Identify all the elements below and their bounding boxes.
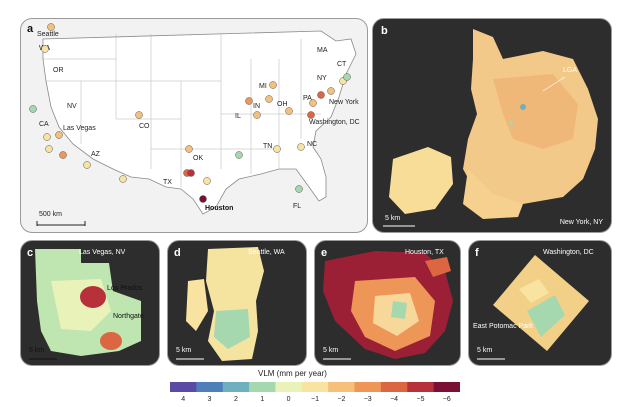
panel-c-las-vegas: c Las Vegas, NV Los Prados Northgate 5 k… bbox=[20, 240, 160, 366]
legend-swatch bbox=[407, 382, 435, 392]
legend-tick-label: −3 bbox=[363, 396, 372, 403]
scale-bar bbox=[477, 358, 505, 360]
houston-map-graphic bbox=[323, 251, 453, 359]
legend-tick-label: −5 bbox=[416, 396, 425, 403]
panel-f-label: f bbox=[475, 247, 479, 259]
legend-tick-label: −4 bbox=[390, 396, 399, 403]
state-label-il: IL bbox=[235, 113, 241, 120]
state-label-ct: CT bbox=[337, 61, 347, 68]
legend-swatch bbox=[380, 382, 408, 392]
state-label-az: AZ bbox=[91, 151, 100, 158]
legend-tick-label: 2 bbox=[233, 396, 238, 403]
state-label-pa: PA bbox=[303, 95, 312, 102]
legend-swatch bbox=[170, 382, 197, 392]
state-label-ca: CA bbox=[39, 121, 49, 128]
panel-d-seattle: d Seattle, WA 5 km bbox=[167, 240, 307, 366]
legend-tick-label: 4 bbox=[181, 396, 186, 403]
legend-tick-label: 1 bbox=[260, 396, 265, 403]
scale-label: 5 km bbox=[29, 347, 45, 354]
city-label-seattle: Seattle bbox=[37, 31, 59, 38]
annotation-lga: LGA bbox=[563, 67, 578, 74]
legend-tick-label: −2 bbox=[337, 396, 346, 403]
legend-swatch bbox=[328, 382, 356, 392]
state-label-co: CO bbox=[139, 123, 150, 130]
scale-bar bbox=[323, 358, 351, 360]
state-label-nv: NV bbox=[67, 103, 77, 110]
las-vegas-map-graphic bbox=[35, 249, 141, 356]
panel-d-title: Seattle, WA bbox=[248, 249, 285, 256]
state-label-fl: FL bbox=[293, 203, 302, 210]
scale-label: 5 km bbox=[385, 215, 401, 222]
panel-f-washington-dc: f Washington, DC East Potomac Park 5 km bbox=[468, 240, 612, 366]
legend-swatch bbox=[222, 382, 250, 392]
city-label-houston: Houston bbox=[205, 205, 234, 212]
legend-swatch bbox=[354, 382, 382, 392]
legend-tick-label: 0 bbox=[286, 396, 291, 403]
state-label-in: IN bbox=[253, 103, 260, 110]
state-label-tn: TN bbox=[263, 143, 273, 150]
washington-dc-map-graphic bbox=[493, 255, 589, 351]
state-label-ok: OK bbox=[193, 155, 204, 162]
panel-c-title: Las Vegas, NV bbox=[79, 249, 126, 256]
panel-a-label: a bbox=[27, 23, 34, 35]
state-label-wa: WA bbox=[39, 45, 51, 52]
state-label-nc: NC bbox=[307, 141, 318, 148]
state-label-ny: NY bbox=[317, 75, 327, 82]
state-label-ma: MA bbox=[317, 47, 328, 54]
seattle-map-graphic bbox=[186, 247, 264, 361]
panel-f-title: Washington, DC bbox=[543, 249, 594, 256]
scale-label: 5 km bbox=[323, 347, 339, 354]
legend-swatch bbox=[196, 382, 224, 392]
scale-label: 5 km bbox=[176, 347, 192, 354]
annotation-northgate: Northgate bbox=[113, 313, 144, 320]
legend-tick-label: −1 bbox=[311, 396, 319, 403]
scale-label: 5 km bbox=[477, 347, 493, 354]
state-label-oh: OH bbox=[277, 101, 288, 108]
panel-b-label: b bbox=[381, 25, 388, 37]
panel-a-us-map: a Seattle WA OR NV CA Las Vegas AZ CO TX… bbox=[20, 18, 368, 233]
us-map-graphic bbox=[42, 30, 357, 215]
legend-swatch bbox=[433, 382, 460, 392]
panel-b-title: New York, NY bbox=[559, 219, 603, 226]
panel-e-label: e bbox=[321, 247, 328, 259]
scale-bar bbox=[36, 221, 86, 226]
legend-colorbar bbox=[170, 382, 460, 392]
city-label-new-york: New York bbox=[329, 99, 359, 106]
legend-title: VLM (mm per year) bbox=[258, 369, 327, 378]
legend-swatch bbox=[249, 382, 276, 392]
legend-ticks: 4 3 2 1 0 −1 −2 −3 −4 −5 −6 bbox=[170, 396, 460, 407]
annotation-east-potomac-park: East Potomac Park bbox=[473, 323, 533, 330]
city-label-washington-dc: Washington, DC bbox=[309, 119, 360, 126]
scale-bar bbox=[383, 225, 415, 227]
state-label-or: OR bbox=[53, 67, 64, 74]
panel-b-new-york: b LGA New York, NY 5 km bbox=[372, 18, 612, 233]
panel-e-houston: e Houston, TX 5 km bbox=[314, 240, 461, 366]
panel-d-label: d bbox=[174, 247, 181, 259]
legend-tick-label: −6 bbox=[442, 396, 451, 403]
legend-swatch bbox=[275, 382, 303, 392]
new-york-map-graphic bbox=[389, 29, 598, 219]
legend-swatch bbox=[301, 382, 329, 392]
legend-tick-label: 3 bbox=[207, 396, 212, 403]
city-label-las-vegas: Las Vegas bbox=[63, 125, 96, 132]
scale-bar bbox=[29, 358, 57, 360]
scale-bar bbox=[176, 358, 204, 360]
state-label-tx: TX bbox=[163, 179, 172, 186]
scale-label: 500 km bbox=[39, 211, 62, 218]
panel-e-title: Houston, TX bbox=[405, 249, 444, 256]
panel-c-label: c bbox=[27, 247, 34, 259]
state-label-mi: MI bbox=[259, 83, 267, 90]
annotation-los-prados: Los Prados bbox=[107, 285, 143, 292]
